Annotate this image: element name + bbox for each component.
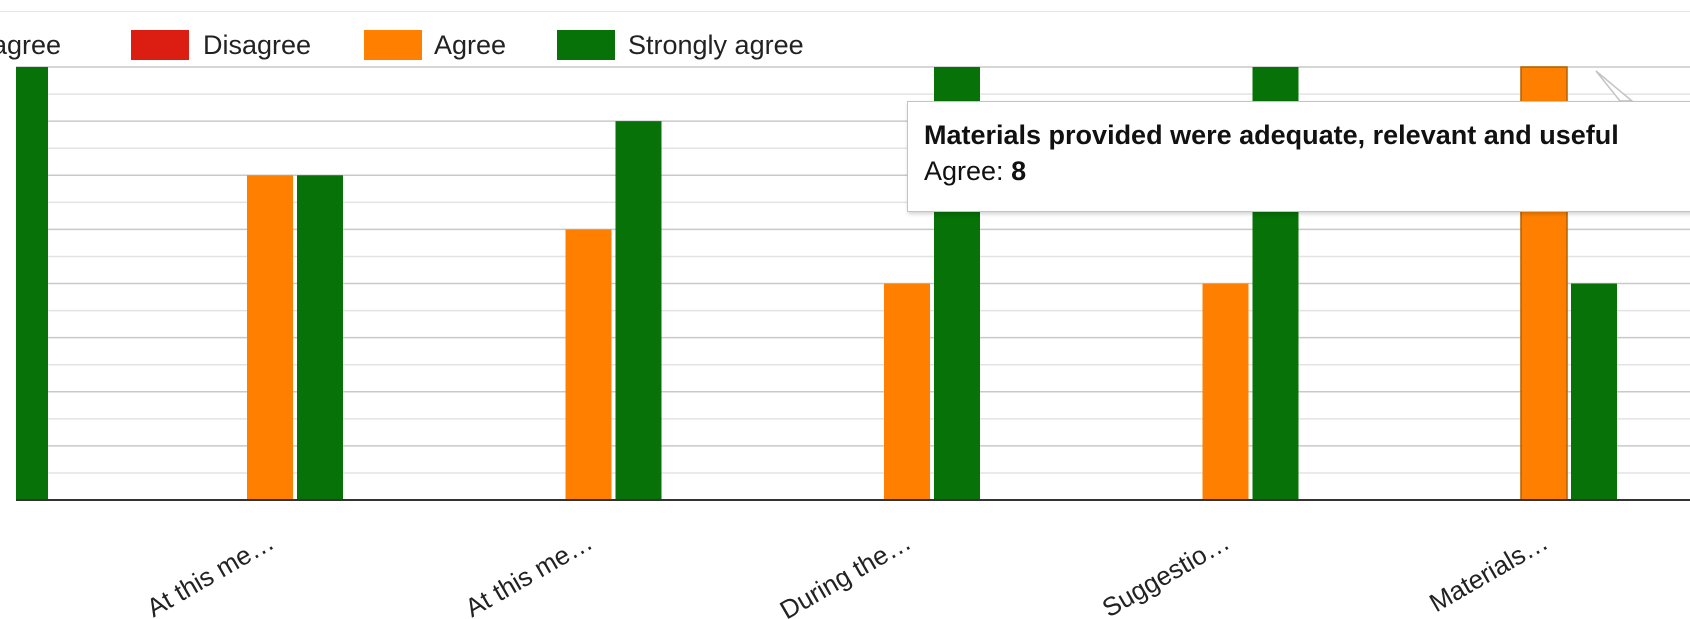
- legend-label[interactable]: Disagree: [203, 30, 311, 60]
- legend-label[interactable]: Agree: [434, 30, 506, 60]
- bar-strongly-agree[interactable]: [1571, 283, 1617, 501]
- tooltip-value: 8: [1011, 156, 1027, 186]
- tooltip-value-line: Agree: 8: [924, 152, 1690, 190]
- chart-tooltip: Materials provided were adequate, releva…: [907, 101, 1690, 212]
- bar-strongly-agree-partial[interactable]: [16, 67, 48, 500]
- legend-swatch[interactable]: [364, 30, 422, 60]
- legend-swatch[interactable]: [557, 30, 615, 60]
- x-tick-label: Suggestio…: [1097, 526, 1235, 619]
- bar-agree[interactable]: [1202, 283, 1249, 501]
- x-tick-label: During the…: [775, 526, 916, 619]
- tooltip-title: Materials provided were adequate, releva…: [924, 120, 1619, 150]
- x-tick-label: At this me…: [460, 526, 598, 619]
- bar-agree[interactable]: [884, 283, 930, 501]
- bar-strongly-agree[interactable]: [297, 175, 343, 500]
- bar-strongly-agree[interactable]: [615, 121, 662, 500]
- legend-swatch[interactable]: [131, 30, 189, 60]
- x-tick-label: Materials…: [1424, 526, 1553, 618]
- legend-label[interactable]: Strongly agree: [628, 30, 804, 60]
- chart-top-border: [0, 11, 1690, 12]
- bar-agree[interactable]: [247, 175, 293, 500]
- tooltip-series-label: Agree:: [924, 156, 1012, 186]
- x-tick-label: At this me…: [141, 526, 279, 619]
- bar-agree[interactable]: [565, 229, 612, 500]
- tooltip-pointer: [1595, 70, 1635, 102]
- legend-label[interactable]: agree: [0, 30, 61, 60]
